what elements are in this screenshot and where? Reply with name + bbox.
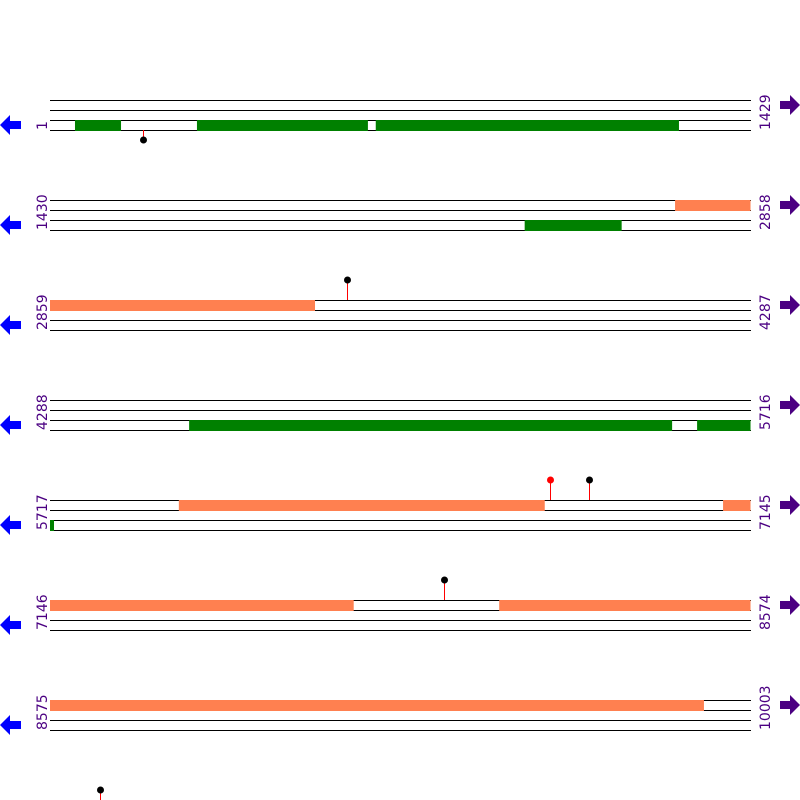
row-start-label: 5717 xyxy=(35,494,51,530)
forward-feature-bar[interactable] xyxy=(50,300,316,311)
row-end-label: 1429 xyxy=(758,94,774,130)
forward-feature-bar[interactable] xyxy=(178,500,545,511)
forward-feature-bar[interactable] xyxy=(675,200,751,211)
row-start-label: 4288 xyxy=(35,394,51,430)
row-start-label: 7146 xyxy=(35,594,51,630)
row-end-label: 2858 xyxy=(758,194,774,230)
arrow-left-icon[interactable] xyxy=(0,415,21,435)
arrow-left-icon[interactable] xyxy=(0,615,21,635)
arrow-left-icon[interactable] xyxy=(0,215,21,235)
row-end-label: 8574 xyxy=(758,594,774,630)
reverse-feature-bar[interactable] xyxy=(375,120,679,131)
arrow-left-icon[interactable] xyxy=(0,715,21,735)
arrow-right-icon[interactable] xyxy=(780,595,800,615)
arrow-right-icon[interactable] xyxy=(780,395,800,415)
arrow-left-icon[interactable] xyxy=(0,515,21,535)
reverse-feature-bar[interactable] xyxy=(524,220,622,231)
forward-feature-bar[interactable] xyxy=(499,600,751,611)
row-start-label: 1430 xyxy=(35,194,51,230)
reverse-feature-bar[interactable] xyxy=(74,120,122,131)
row-start-label: 8575 xyxy=(35,694,51,730)
forward-feature-bar[interactable] xyxy=(50,600,354,611)
arrow-right-icon[interactable] xyxy=(780,495,800,515)
reverse-feature-bar[interactable] xyxy=(697,420,751,431)
row-end-label: 5716 xyxy=(758,394,774,430)
site-marker[interactable] xyxy=(97,786,104,794)
arrow-left-icon[interactable] xyxy=(0,115,21,135)
row-start-label: 2859 xyxy=(35,294,51,330)
site-marker[interactable] xyxy=(586,476,593,484)
arrow-right-icon[interactable] xyxy=(780,195,800,215)
reverse-feature-bar[interactable] xyxy=(50,520,54,531)
arrow-right-icon[interactable] xyxy=(780,95,800,115)
row-start-label: 1 xyxy=(35,121,51,130)
site-marker[interactable] xyxy=(344,276,351,284)
reverse-feature-bar[interactable] xyxy=(189,420,673,431)
row-end-label: 10003 xyxy=(758,685,774,730)
site-marker[interactable] xyxy=(140,136,147,144)
arrow-right-icon[interactable] xyxy=(780,695,800,715)
site-marker[interactable] xyxy=(547,476,554,484)
reverse-feature-bar[interactable] xyxy=(196,120,368,131)
forward-feature-bar[interactable] xyxy=(723,500,751,511)
forward-feature-bar[interactable] xyxy=(50,700,704,711)
site-marker[interactable] xyxy=(441,576,448,584)
row-end-label: 4287 xyxy=(758,294,774,330)
row-end-label: 7145 xyxy=(758,494,774,530)
arrow-left-icon[interactable] xyxy=(0,315,21,335)
arrow-right-icon[interactable] xyxy=(780,295,800,315)
